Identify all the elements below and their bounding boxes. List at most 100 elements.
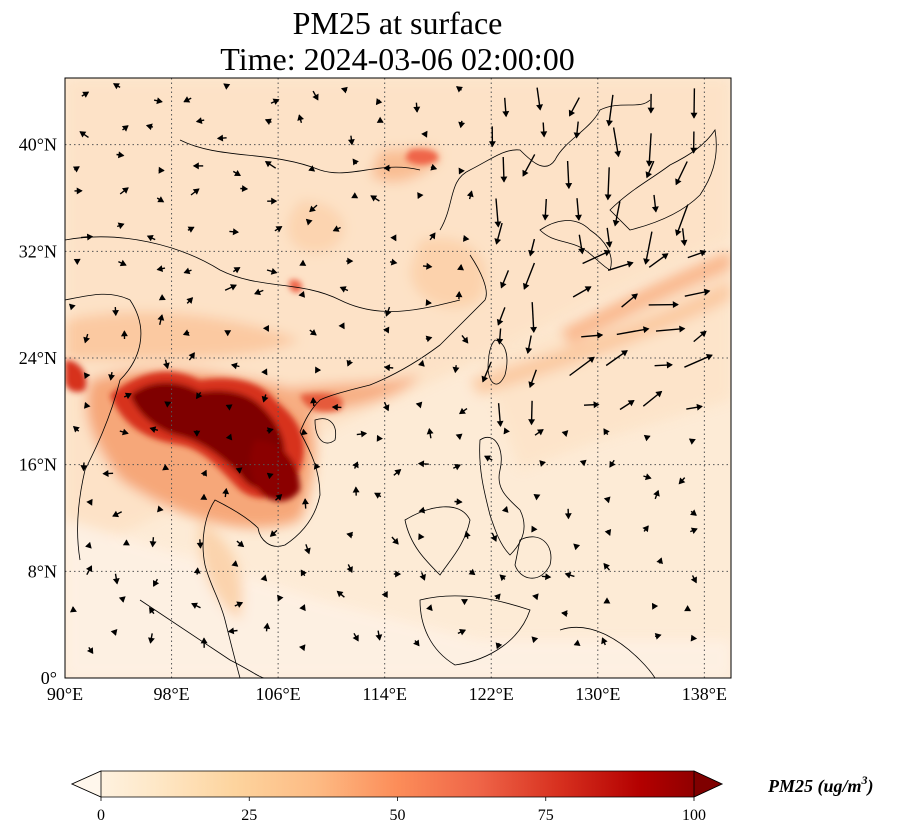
pm25-field <box>65 78 731 678</box>
wind-arrow-head <box>620 350 628 357</box>
wind-arrow-head <box>537 429 544 436</box>
wind-arrow-head <box>390 258 398 266</box>
wind-arrow-head <box>237 540 245 548</box>
wind-arrow-head <box>672 301 679 309</box>
wind-arrow-head <box>661 253 669 260</box>
wind-arrow-head <box>573 132 581 139</box>
wind-arrow-head <box>352 461 359 469</box>
wind-arrow-head <box>200 469 207 477</box>
wind-arrow-head <box>488 141 496 148</box>
wind-arrow-head <box>112 309 119 317</box>
wind-arrow-head <box>417 460 425 468</box>
wind-arrow-head <box>340 86 348 94</box>
wind-arrow-head <box>121 125 129 132</box>
wind-arrow-head <box>603 562 610 570</box>
wind-arrow-head <box>642 326 650 334</box>
wind-arrow-head <box>309 205 316 213</box>
wind-arrow-head <box>536 104 544 111</box>
wind-arrow-head <box>263 622 271 630</box>
wind-arrow-head <box>690 147 698 154</box>
wind-arrow-head <box>375 634 383 641</box>
wind-arrow-head <box>225 404 233 411</box>
wind-arrow-head <box>229 284 237 291</box>
wind-arrow-head <box>384 309 392 317</box>
wind-arrow-head <box>72 166 80 173</box>
wind-arrow-head <box>254 288 261 296</box>
colorbar-bar <box>71 770 723 798</box>
wind-arrow-head <box>463 530 471 538</box>
colorbar: 0 25 50 75 100 PM25 (ug/m3) <box>71 770 874 824</box>
wind-arrow-shaft <box>675 204 689 236</box>
wind-arrow-head <box>191 602 198 609</box>
y-tick-label: 8°N <box>28 561 57 581</box>
wind-arrow-head <box>573 543 581 551</box>
wind-arrow-head <box>200 637 208 644</box>
map-frame <box>64 77 732 679</box>
wind-arrow-head <box>216 134 224 142</box>
wind-arrow-head <box>299 604 306 612</box>
y-tick-label: 0° <box>41 668 57 688</box>
wind-arrow-head <box>459 629 466 636</box>
wind-arrow-head <box>122 539 130 546</box>
wind-arrow-head <box>183 96 191 103</box>
wind-arrow-head <box>530 326 538 333</box>
wind-arrow-head <box>310 397 318 404</box>
wind-arrow-head <box>339 286 347 293</box>
wind-arrow-head <box>83 336 90 344</box>
wind-arrow-head <box>481 375 488 383</box>
wind-arrow-head <box>647 107 655 114</box>
wind-arrow-head <box>375 98 383 106</box>
wind-arrow-head <box>80 465 88 472</box>
wind-arrow-head <box>264 161 272 168</box>
wind-arrow-head <box>308 165 316 172</box>
wind-arrow-head <box>309 329 317 336</box>
wind-arrow-head <box>679 325 686 333</box>
wind-arrow-shaft <box>531 302 535 333</box>
wind-arrow-head <box>262 324 270 332</box>
wind-arrow-head <box>499 574 507 582</box>
wind-arrow-head <box>376 116 384 123</box>
wind-arrow-head <box>152 579 160 587</box>
wind-arrow-head <box>157 314 165 321</box>
wind-arrow-head <box>236 601 244 608</box>
wind-arrow-head <box>522 169 529 177</box>
wind-arrow-head <box>458 167 465 175</box>
wind-arrow-head <box>587 356 595 363</box>
wind-arrow-head <box>223 83 231 90</box>
wind-arrow-shaft <box>616 328 649 336</box>
wind-arrow-head <box>102 470 109 477</box>
map-title-line1: PM25 at surface <box>292 5 503 41</box>
wind-arrow-head <box>182 329 190 336</box>
wind-arrow-head <box>643 258 650 265</box>
wind-arrow-head <box>275 226 283 233</box>
wind-arrow-head <box>394 469 402 476</box>
x-tick-label: 122°E <box>469 684 514 704</box>
wind-arrow-head <box>494 238 502 245</box>
wind-arrow-head <box>271 197 278 205</box>
wind-arrow-head <box>490 534 498 542</box>
wind-arrow-head <box>612 219 620 227</box>
wind-arrow-head <box>360 430 368 438</box>
x-tick-label: 98°E <box>153 684 189 704</box>
wind-arrow-head <box>705 354 713 361</box>
wind-arrow-head <box>192 188 200 195</box>
wind-arrow-head <box>382 404 390 412</box>
wind-arrow-head <box>224 330 232 337</box>
wind-arrow-head <box>83 372 91 379</box>
wind-arrow-head <box>346 359 353 367</box>
wind-arrow-head <box>421 130 428 138</box>
wind-arrow-head <box>347 138 355 146</box>
wind-arrow-head <box>241 185 249 193</box>
wind-arrow-head <box>605 241 613 248</box>
wind-arrow-head <box>266 472 274 480</box>
wind-arrow-head <box>299 644 306 652</box>
wind-arrow-head <box>157 196 165 203</box>
wind-arrow-head <box>86 233 94 241</box>
wind-arrow-head <box>336 590 344 598</box>
wind-arrow-head <box>275 494 283 501</box>
wind-arrow-head <box>494 593 501 601</box>
wind-arrow-head <box>531 636 539 644</box>
wind-arrow-head <box>609 460 616 468</box>
wind-arrow-head <box>522 282 530 290</box>
wind-arrow-head <box>564 513 572 520</box>
